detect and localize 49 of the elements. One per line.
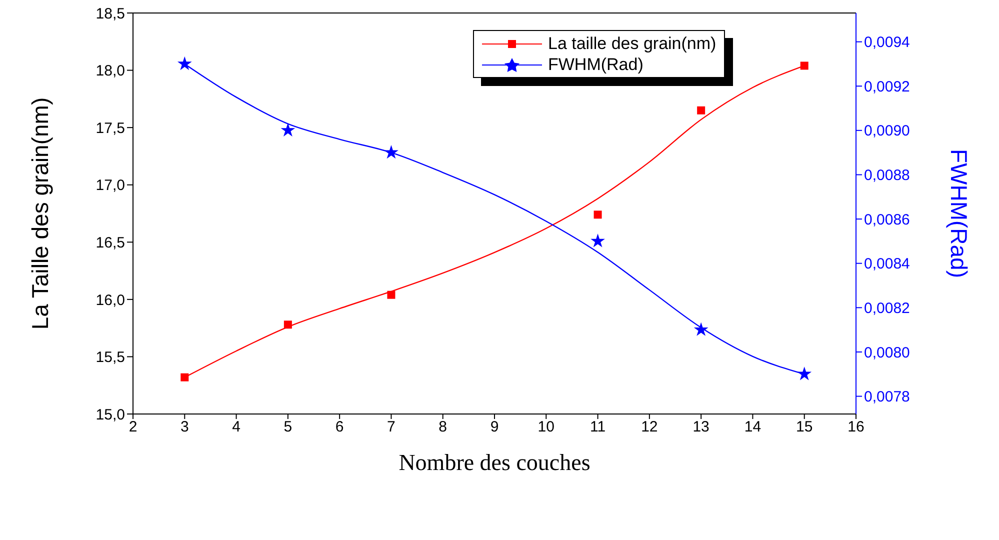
- y2-tick-label: 0,0086: [864, 211, 910, 228]
- y2-tick-label: 0,0088: [864, 167, 910, 184]
- x-tick-label: 13: [692, 418, 710, 436]
- y-tick-label: 18,5: [96, 5, 125, 22]
- y2-tick-label: 0,0082: [864, 300, 910, 317]
- x-tick-label: 5: [284, 418, 292, 436]
- x-tick-label: 12: [641, 418, 658, 436]
- y2-tick-label: 0,0090: [864, 122, 910, 140]
- x-tick-label: 7: [387, 418, 396, 436]
- y-tick-label: 17,0: [96, 177, 125, 194]
- y-tick-label: 16,5: [96, 234, 125, 252]
- x-axis-title: Nombre des couches: [398, 450, 590, 475]
- x-tick-label: 16: [848, 418, 864, 436]
- y2-tick-label: 0,0078: [864, 388, 910, 406]
- y-tick-label: 16,0: [96, 292, 125, 309]
- x-tick-label: 11: [590, 418, 606, 436]
- y-tick-label: 17,5: [96, 120, 125, 137]
- point: [594, 210, 602, 219]
- point: [384, 145, 398, 159]
- y-tick-label: 15,5: [96, 349, 125, 366]
- x-tick-label: 9: [490, 418, 499, 436]
- x-tick-label: 10: [538, 418, 554, 436]
- y2-tick-label: 0,0094: [864, 34, 910, 52]
- point: [387, 290, 396, 299]
- point: [280, 122, 296, 137]
- point: [180, 373, 189, 382]
- point: [694, 322, 708, 336]
- x-tick-label: 6: [335, 418, 344, 436]
- x-tick-label: 15: [796, 418, 813, 436]
- point: [284, 320, 292, 329]
- point: [177, 56, 192, 70]
- y2-tick-label: 0,0080: [864, 344, 910, 362]
- y-tick-label: 18,0: [96, 62, 125, 80]
- legend-label: FWHM(Rad): [548, 54, 644, 75]
- point: [697, 106, 706, 114]
- x-tick-label: 14: [744, 418, 762, 436]
- x-tick-label: 2: [128, 418, 138, 436]
- y2-axis-title: FWHM(Rad): [946, 148, 972, 278]
- x-tick-label: 3: [180, 418, 189, 436]
- x-tick-label: 8: [438, 418, 448, 436]
- y2-tick-label: 0,0092: [864, 78, 910, 96]
- legend-label: La taille des grain(nm): [548, 33, 716, 54]
- y-axis-title: La Taille des grain(nm): [27, 97, 54, 330]
- point: [800, 62, 808, 70]
- point: [590, 234, 605, 248]
- x-tick-label: 4: [232, 418, 240, 436]
- y2-tick-label: 0,0084: [864, 256, 910, 273]
- y-tick-label: 15,0: [96, 406, 125, 424]
- point: [797, 366, 812, 380]
